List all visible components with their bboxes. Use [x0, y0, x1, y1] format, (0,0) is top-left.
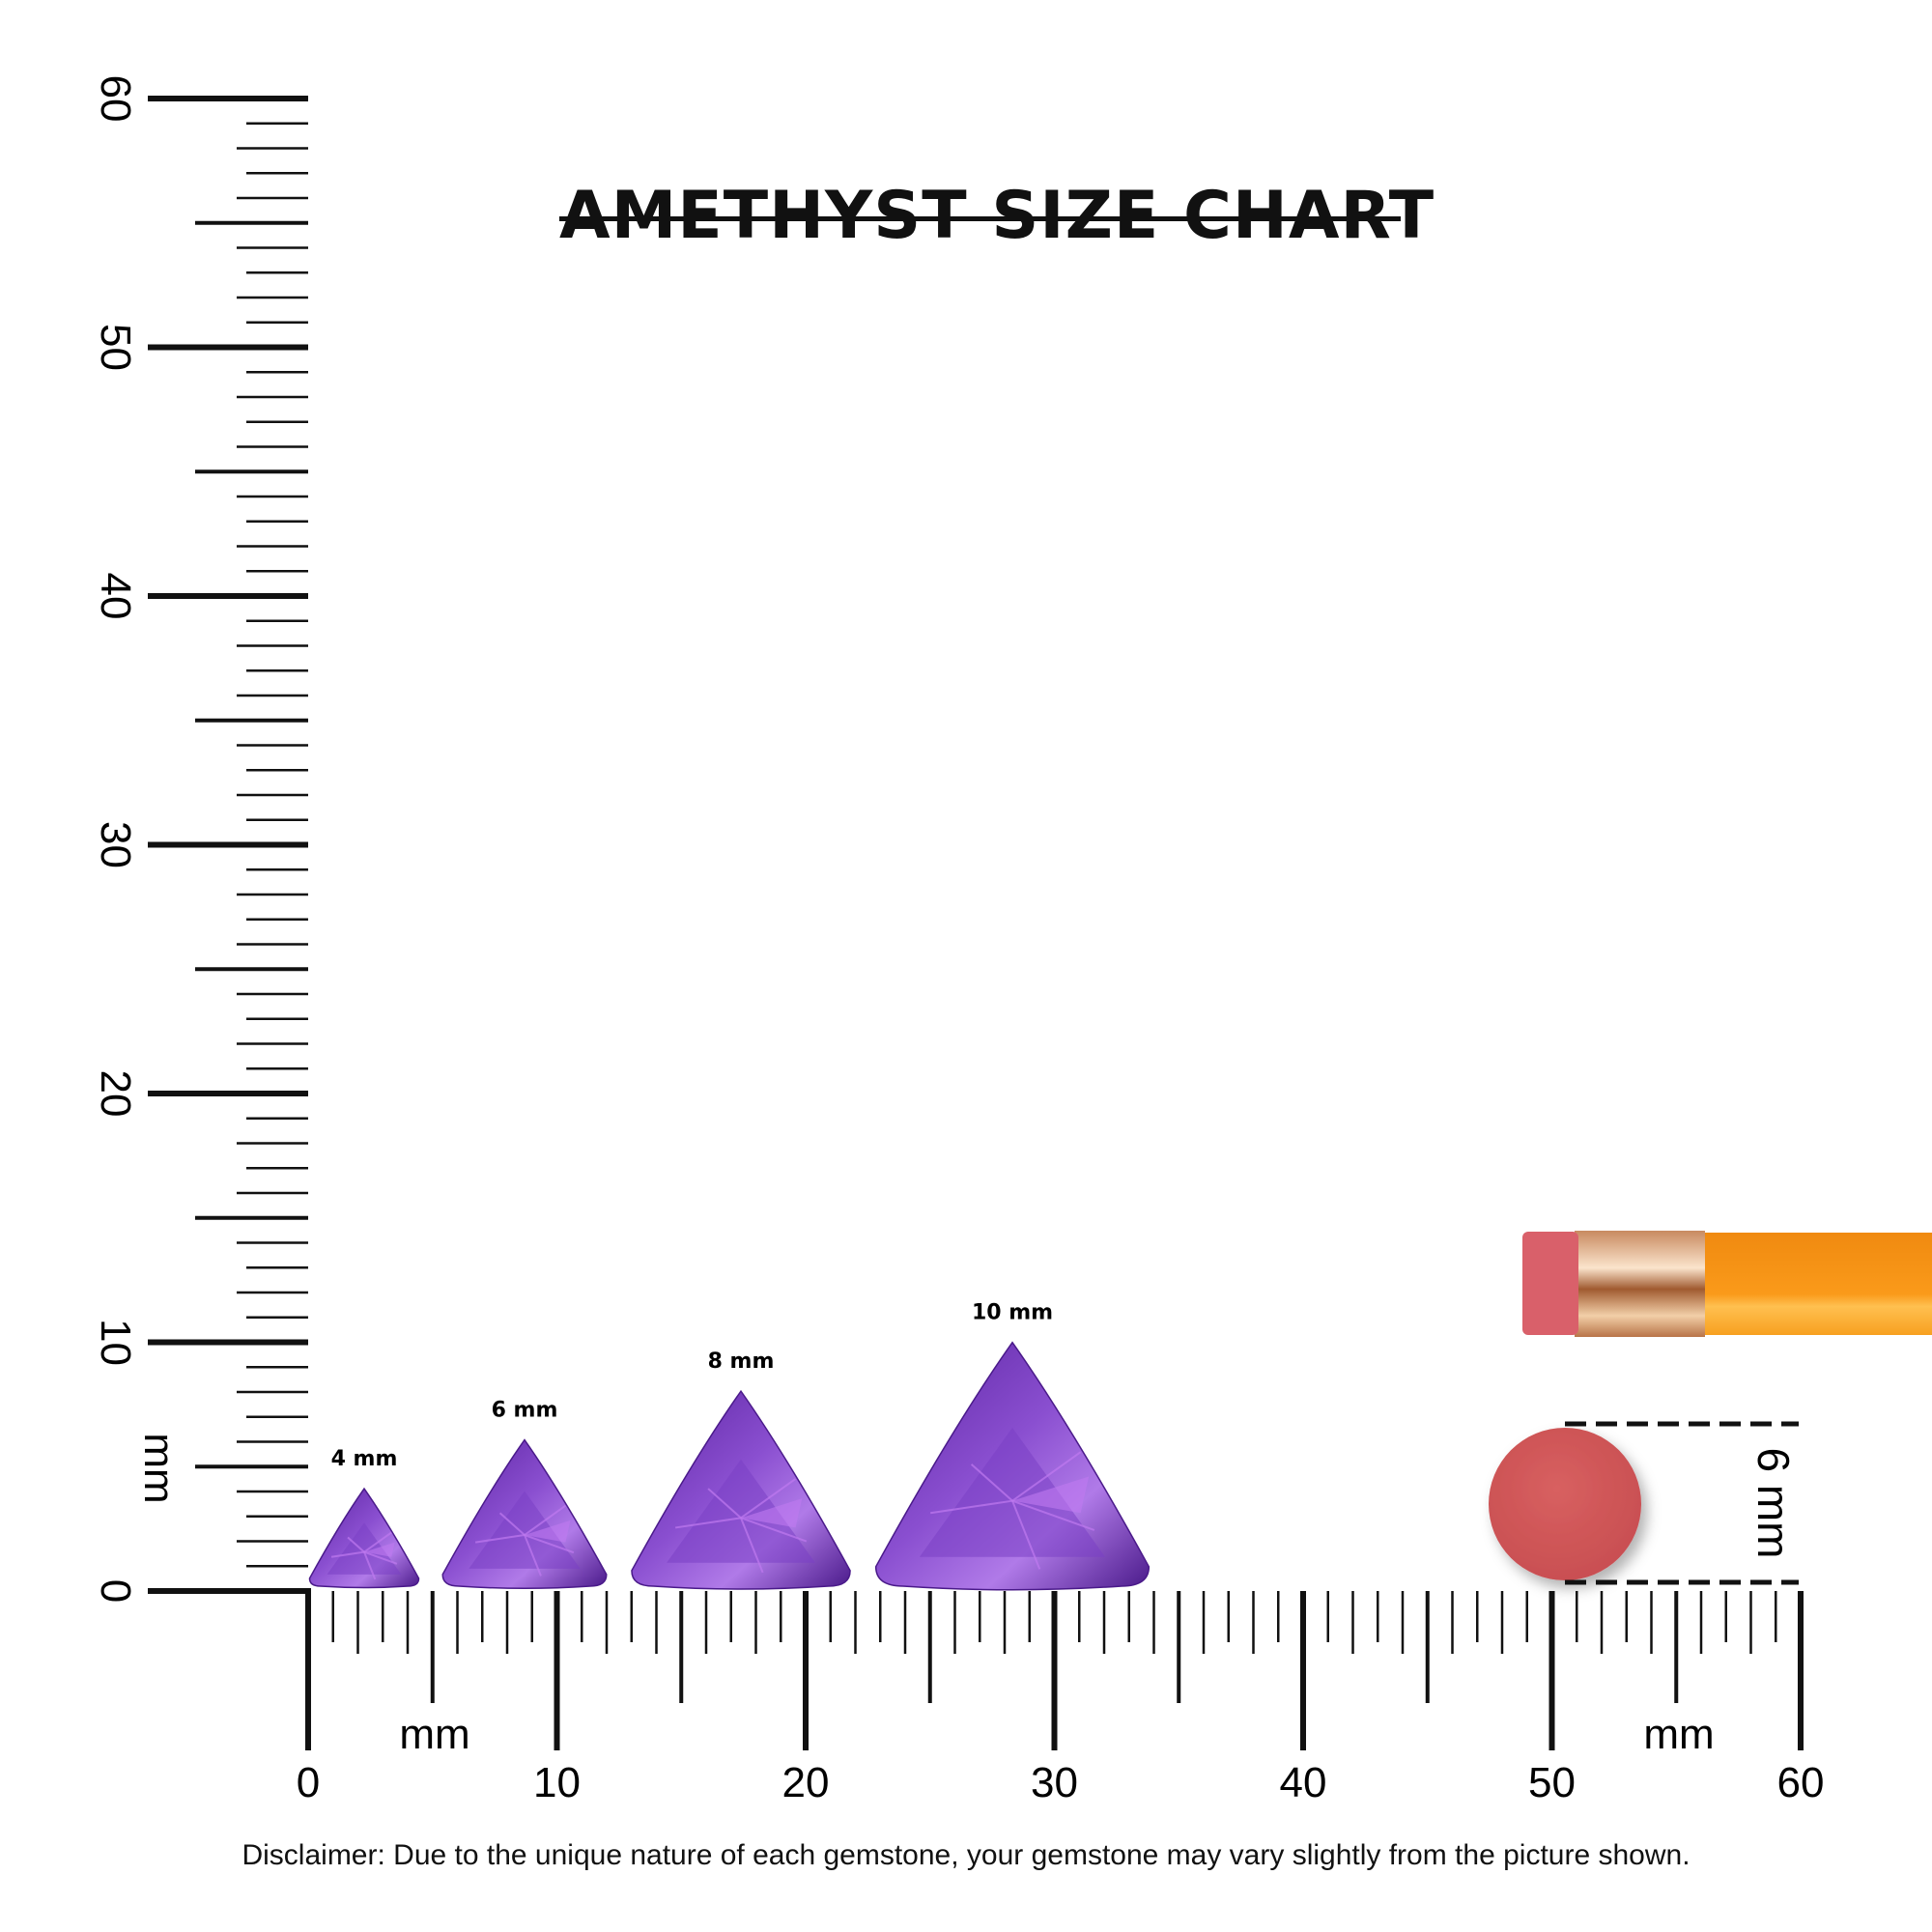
- gem-8mm: 8 mm: [631, 1350, 851, 1590]
- gem-facet: [347, 1536, 365, 1553]
- x-tick-label: 0: [297, 1759, 320, 1806]
- reference-size-label: 6 mm: [1748, 1448, 1799, 1559]
- gem-highlight: [741, 1498, 803, 1528]
- gem-facet: [330, 1550, 365, 1558]
- x-axis-unit-left: mm: [399, 1711, 469, 1758]
- y-axis-unit: mm: [135, 1433, 183, 1503]
- gem-facet: [524, 1534, 542, 1577]
- gem-facet: [930, 1499, 1013, 1515]
- gem-facet: [474, 1534, 526, 1544]
- y-tick-label: 20: [92, 1070, 139, 1118]
- y-tick-label: 60: [92, 75, 139, 123]
- y-tick-label: 50: [92, 324, 139, 371]
- gem-facet: [1011, 1499, 1095, 1531]
- chart-title: AMETHYST SIZE CHART: [559, 177, 1435, 254]
- gem-6mm: 6 mm: [441, 1399, 608, 1590]
- gems: 4 mm 6 mm 8 mm 10 mm: [308, 1301, 1151, 1591]
- x-tick-label: 20: [782, 1759, 830, 1806]
- gem-facet: [363, 1550, 398, 1565]
- x-axis-unit-right: mm: [1643, 1711, 1714, 1758]
- x-tick-label: 60: [1777, 1759, 1825, 1806]
- y-tick-label: 10: [92, 1319, 139, 1366]
- gem-facet: [707, 1488, 742, 1520]
- gem-facet: [498, 1512, 526, 1536]
- gem-facet: [363, 1531, 392, 1553]
- gem-4mm: 4 mm: [308, 1447, 420, 1589]
- gem-size-label: 6 mm: [492, 1399, 558, 1423]
- pencil: [1522, 1231, 1932, 1337]
- eraser-reference: [1489, 1428, 1641, 1580]
- gem-table: [327, 1522, 402, 1575]
- gem-table: [667, 1459, 815, 1563]
- gem-facet: [675, 1517, 742, 1529]
- horizontal-ruler: 0 10 20 30 40 50 60: [297, 1588, 1825, 1806]
- y-tick-label: 30: [92, 821, 139, 868]
- gem-10mm: 10 mm: [874, 1301, 1151, 1591]
- gem-table: [469, 1491, 581, 1569]
- x-tick-label: 50: [1528, 1759, 1576, 1806]
- x-tick-label: 30: [1031, 1759, 1078, 1806]
- gem-facet: [740, 1478, 797, 1520]
- y-tick-label: 0: [92, 1579, 139, 1603]
- gem-highlight: [364, 1542, 395, 1557]
- gem-facet: [740, 1517, 764, 1574]
- gem-size-label: 8 mm: [708, 1350, 775, 1374]
- gem-facet: [1011, 1451, 1082, 1502]
- title-underline: [559, 216, 1401, 221]
- gem-facet: [1011, 1500, 1041, 1570]
- gem-size-label: 10 mm: [972, 1301, 1053, 1325]
- x-tick-label: 40: [1280, 1759, 1327, 1806]
- gem-facet: [970, 1463, 1013, 1502]
- gem-table: [919, 1427, 1106, 1557]
- gem-facet: [524, 1534, 575, 1554]
- pencil-eraser: [1522, 1232, 1578, 1335]
- gem-facet: [363, 1551, 377, 1580]
- pencil-body: [1700, 1233, 1932, 1335]
- y-tick-label: 40: [92, 573, 139, 620]
- vertical-ruler: 0 10 20 30 40 50 60: [92, 75, 311, 1603]
- pencil-ferrule: [1575, 1231, 1705, 1337]
- disclaimer: Disclaimer: Due to the unique nature of …: [242, 1839, 1690, 1871]
- gem-facet: [740, 1517, 808, 1543]
- gem-highlight: [525, 1520, 571, 1543]
- gem-highlight: [1012, 1476, 1090, 1514]
- gem-size-label: 4 mm: [331, 1447, 398, 1471]
- x-tick-label: 10: [533, 1759, 581, 1806]
- gem-facet: [524, 1504, 566, 1536]
